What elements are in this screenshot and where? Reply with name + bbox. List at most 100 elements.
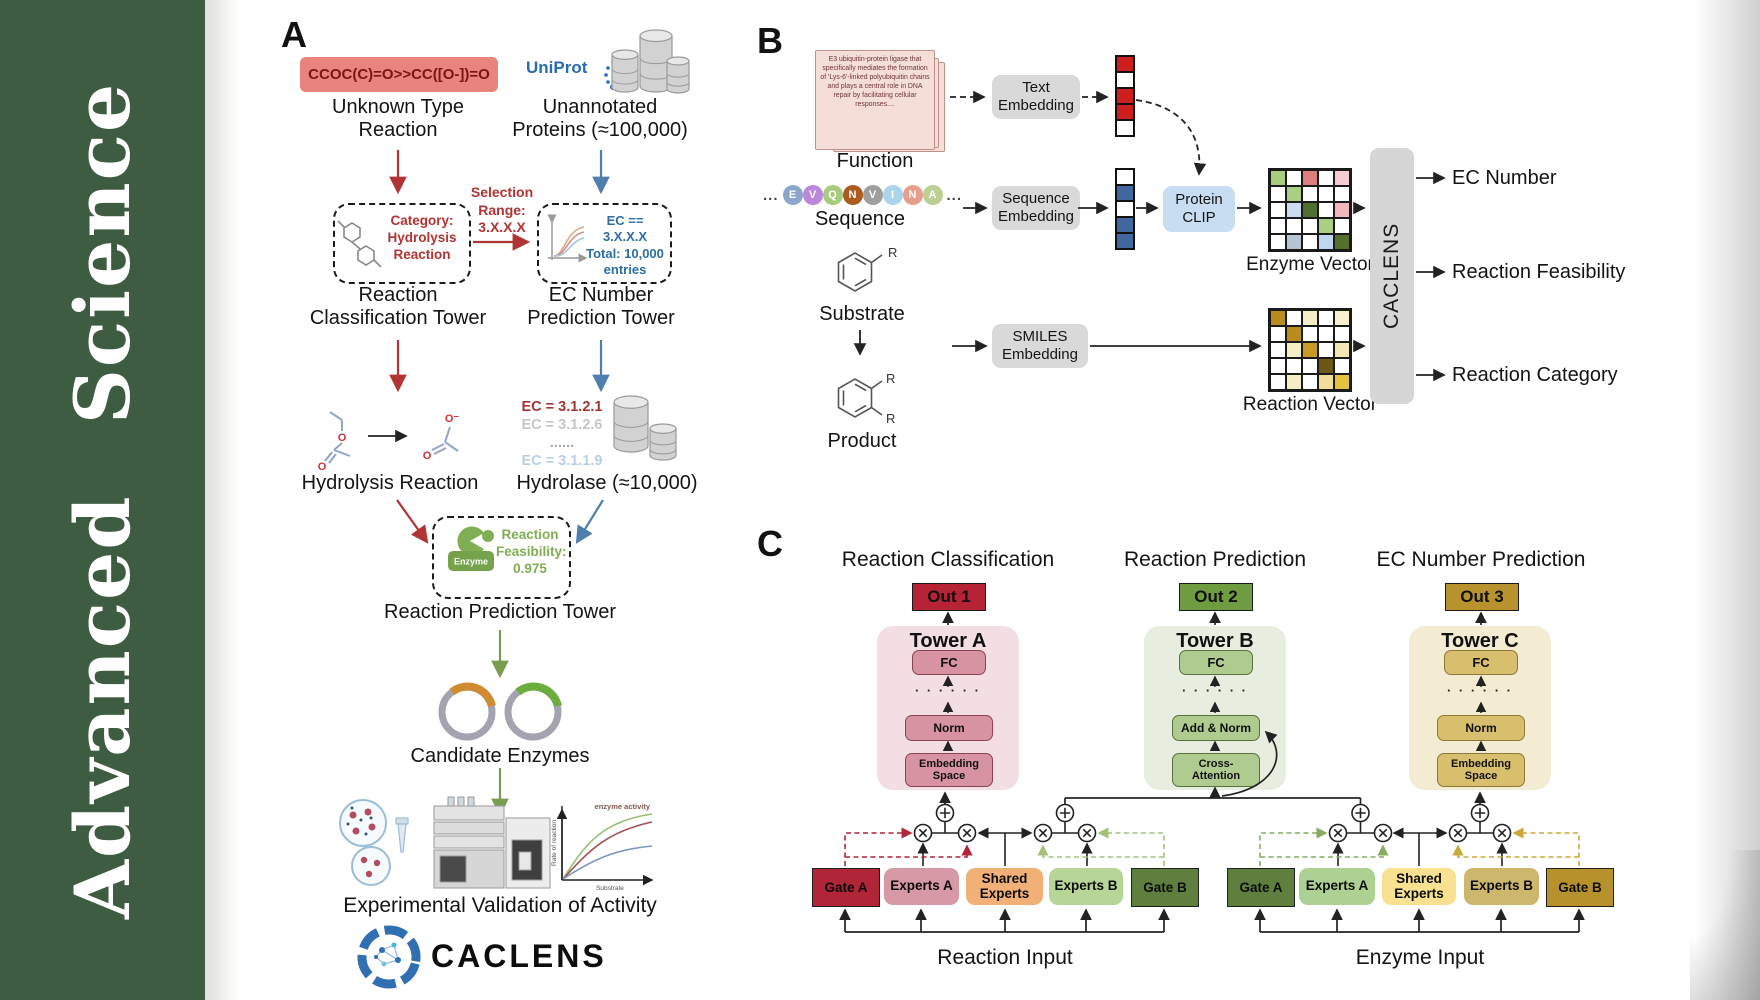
sum-node bbox=[935, 803, 955, 823]
matrix-cell bbox=[1286, 218, 1302, 234]
enzyme-experts-a: Experts A bbox=[1299, 868, 1375, 905]
matrix-cell bbox=[1334, 374, 1350, 390]
tower-a-norm: Norm bbox=[905, 715, 993, 741]
tower-c-fc: FC bbox=[1444, 650, 1518, 675]
reaction-input-label: Reaction Input bbox=[937, 946, 1073, 969]
matrix-cell bbox=[1286, 170, 1302, 186]
vector-cell bbox=[1116, 201, 1134, 217]
text-embedding-box: Text Embedding bbox=[992, 75, 1080, 119]
enzyme-shared-experts: Shared Experts bbox=[1382, 868, 1456, 905]
reaction-experts-a: Experts A bbox=[884, 868, 959, 905]
vector-cell bbox=[1116, 88, 1134, 104]
sum-node bbox=[1470, 803, 1490, 823]
sequence-embedding-vector bbox=[1115, 168, 1135, 250]
input-buses bbox=[839, 908, 1585, 933]
atom-o: O bbox=[423, 450, 432, 462]
multiply-node bbox=[1373, 823, 1393, 843]
output-reaction-category: Reaction Category bbox=[1452, 364, 1618, 386]
matrix-cell bbox=[1270, 170, 1286, 186]
matrix-cell bbox=[1334, 326, 1350, 342]
matrix-cell bbox=[1318, 170, 1334, 186]
journal-title: Advanced Science bbox=[58, 81, 147, 919]
text-embedding-vector bbox=[1115, 55, 1135, 137]
selection-range-label: Selection Range: 3.X.X.X bbox=[470, 184, 534, 235]
feasibility-text: Reaction Feasibility: 0.975 bbox=[496, 527, 567, 576]
out3-box: Out 3 bbox=[1445, 583, 1519, 611]
matrix-cell bbox=[1270, 310, 1286, 326]
matrix-cell bbox=[1302, 218, 1318, 234]
matrix-cell bbox=[1270, 202, 1286, 218]
tower-b: Tower B FC · · · · · · Add & Norm Cross-… bbox=[1144, 626, 1286, 790]
sequence-residue: A bbox=[922, 185, 943, 205]
uniprot-logo-text: UniProt bbox=[526, 58, 588, 77]
matrix-cell bbox=[1334, 202, 1350, 218]
tower-b-add-norm: Add & Norm bbox=[1172, 715, 1260, 741]
database-cylinder bbox=[611, 49, 639, 93]
out1-box: Out 1 bbox=[912, 583, 986, 611]
multiply-node bbox=[957, 823, 977, 843]
enzyme-gate-b: Gate B bbox=[1546, 868, 1614, 907]
vector-cell bbox=[1116, 233, 1134, 249]
plasmid-icons bbox=[438, 682, 562, 741]
ec-prediction-box bbox=[537, 203, 672, 284]
sequence-ellipsis-right: ... bbox=[946, 186, 963, 204]
tower-a-embedding-space: Embedding Space bbox=[905, 753, 993, 787]
product-molecule bbox=[837, 378, 883, 418]
panel-b-solid-arrows bbox=[853, 171, 1446, 382]
hydrolysis-reaction-label: Hydrolysis Reaction bbox=[301, 472, 479, 494]
candidate-enzymes-label: Candidate Enzymes bbox=[410, 745, 590, 767]
product-label: Product bbox=[827, 430, 897, 452]
activity-plot-icon: enzyme activity Rate of reaction Substra… bbox=[551, 802, 654, 892]
ec-number-list: EC = 3.1.2.1 EC = 3.1.2.6...... EC = 3.1.1… bbox=[518, 398, 606, 470]
vector-cell bbox=[1116, 120, 1134, 136]
matrix-cell bbox=[1302, 326, 1318, 342]
sequence-ellipsis-left: ... bbox=[763, 186, 779, 204]
matrix-cell bbox=[1302, 234, 1318, 250]
enzyme-vector-matrix bbox=[1268, 168, 1352, 252]
sequence-residue: E bbox=[782, 185, 803, 205]
experimental-validation-label: Experimental Validation of Activity bbox=[343, 894, 657, 917]
reaction-gate-a: Gate A bbox=[812, 868, 880, 907]
matrix-cell bbox=[1334, 358, 1350, 374]
reaction-vector-label: Reaction Vector bbox=[1242, 394, 1378, 415]
reaction-gate-b: Gate B bbox=[1131, 868, 1199, 907]
matrix-cell bbox=[1318, 310, 1334, 326]
prediction-tower-label: Reaction Prediction Tower bbox=[384, 601, 616, 623]
reaction-vector-matrix bbox=[1268, 308, 1352, 392]
ec-range-text: EC == 3.X.X.X Total: 10,000 entries bbox=[586, 213, 664, 277]
function-card: E3 ubiquitin-protein ligase that specifi… bbox=[815, 50, 935, 150]
page-corner-shade bbox=[1690, 850, 1760, 1000]
matrix-cell bbox=[1270, 358, 1286, 374]
matrix-cell bbox=[1286, 342, 1302, 358]
vector-cell bbox=[1116, 104, 1134, 120]
sequence-embedding-box: Sequence Embedding bbox=[992, 186, 1080, 230]
tower-c-norm: Norm bbox=[1437, 715, 1525, 741]
enzyme-gate-a-wires bbox=[1259, 827, 1389, 866]
tower-c-dots: · · · · · · bbox=[1446, 683, 1514, 698]
vector-cell bbox=[1116, 217, 1134, 233]
matrix-cell bbox=[1270, 342, 1286, 358]
multiply-node bbox=[1492, 823, 1512, 843]
database-cylinder bbox=[613, 395, 649, 453]
reaction-feasibility-box bbox=[432, 516, 571, 599]
heading-reaction-classification: Reaction Classification bbox=[841, 548, 1055, 571]
output-ec-number: EC Number bbox=[1452, 167, 1557, 189]
smiles-embedding-box: SMILES Embedding bbox=[992, 324, 1088, 368]
journal-sidebar: Advanced Science bbox=[0, 0, 205, 1000]
database-cylinder bbox=[649, 423, 677, 461]
matrix-cell bbox=[1286, 326, 1302, 342]
matrix-cell bbox=[1334, 218, 1350, 234]
enzyme-experts-b: Experts B bbox=[1464, 868, 1539, 905]
substrate-label: Substrate bbox=[819, 303, 905, 325]
atom-o: O bbox=[338, 432, 347, 444]
matrix-cell bbox=[1286, 358, 1302, 374]
database-cylinder bbox=[666, 56, 690, 94]
tower-b-fc: FC bbox=[1179, 650, 1253, 675]
hydrolase-label: Hydrolase (≈10,000) bbox=[516, 472, 698, 494]
node-links bbox=[917, 822, 1508, 866]
reaction-shared-experts: Shared Experts bbox=[966, 868, 1043, 905]
ec-number-item: EC = 3.1.2.6 bbox=[521, 417, 603, 433]
acetate-molecule: O⁻ O bbox=[423, 413, 460, 462]
